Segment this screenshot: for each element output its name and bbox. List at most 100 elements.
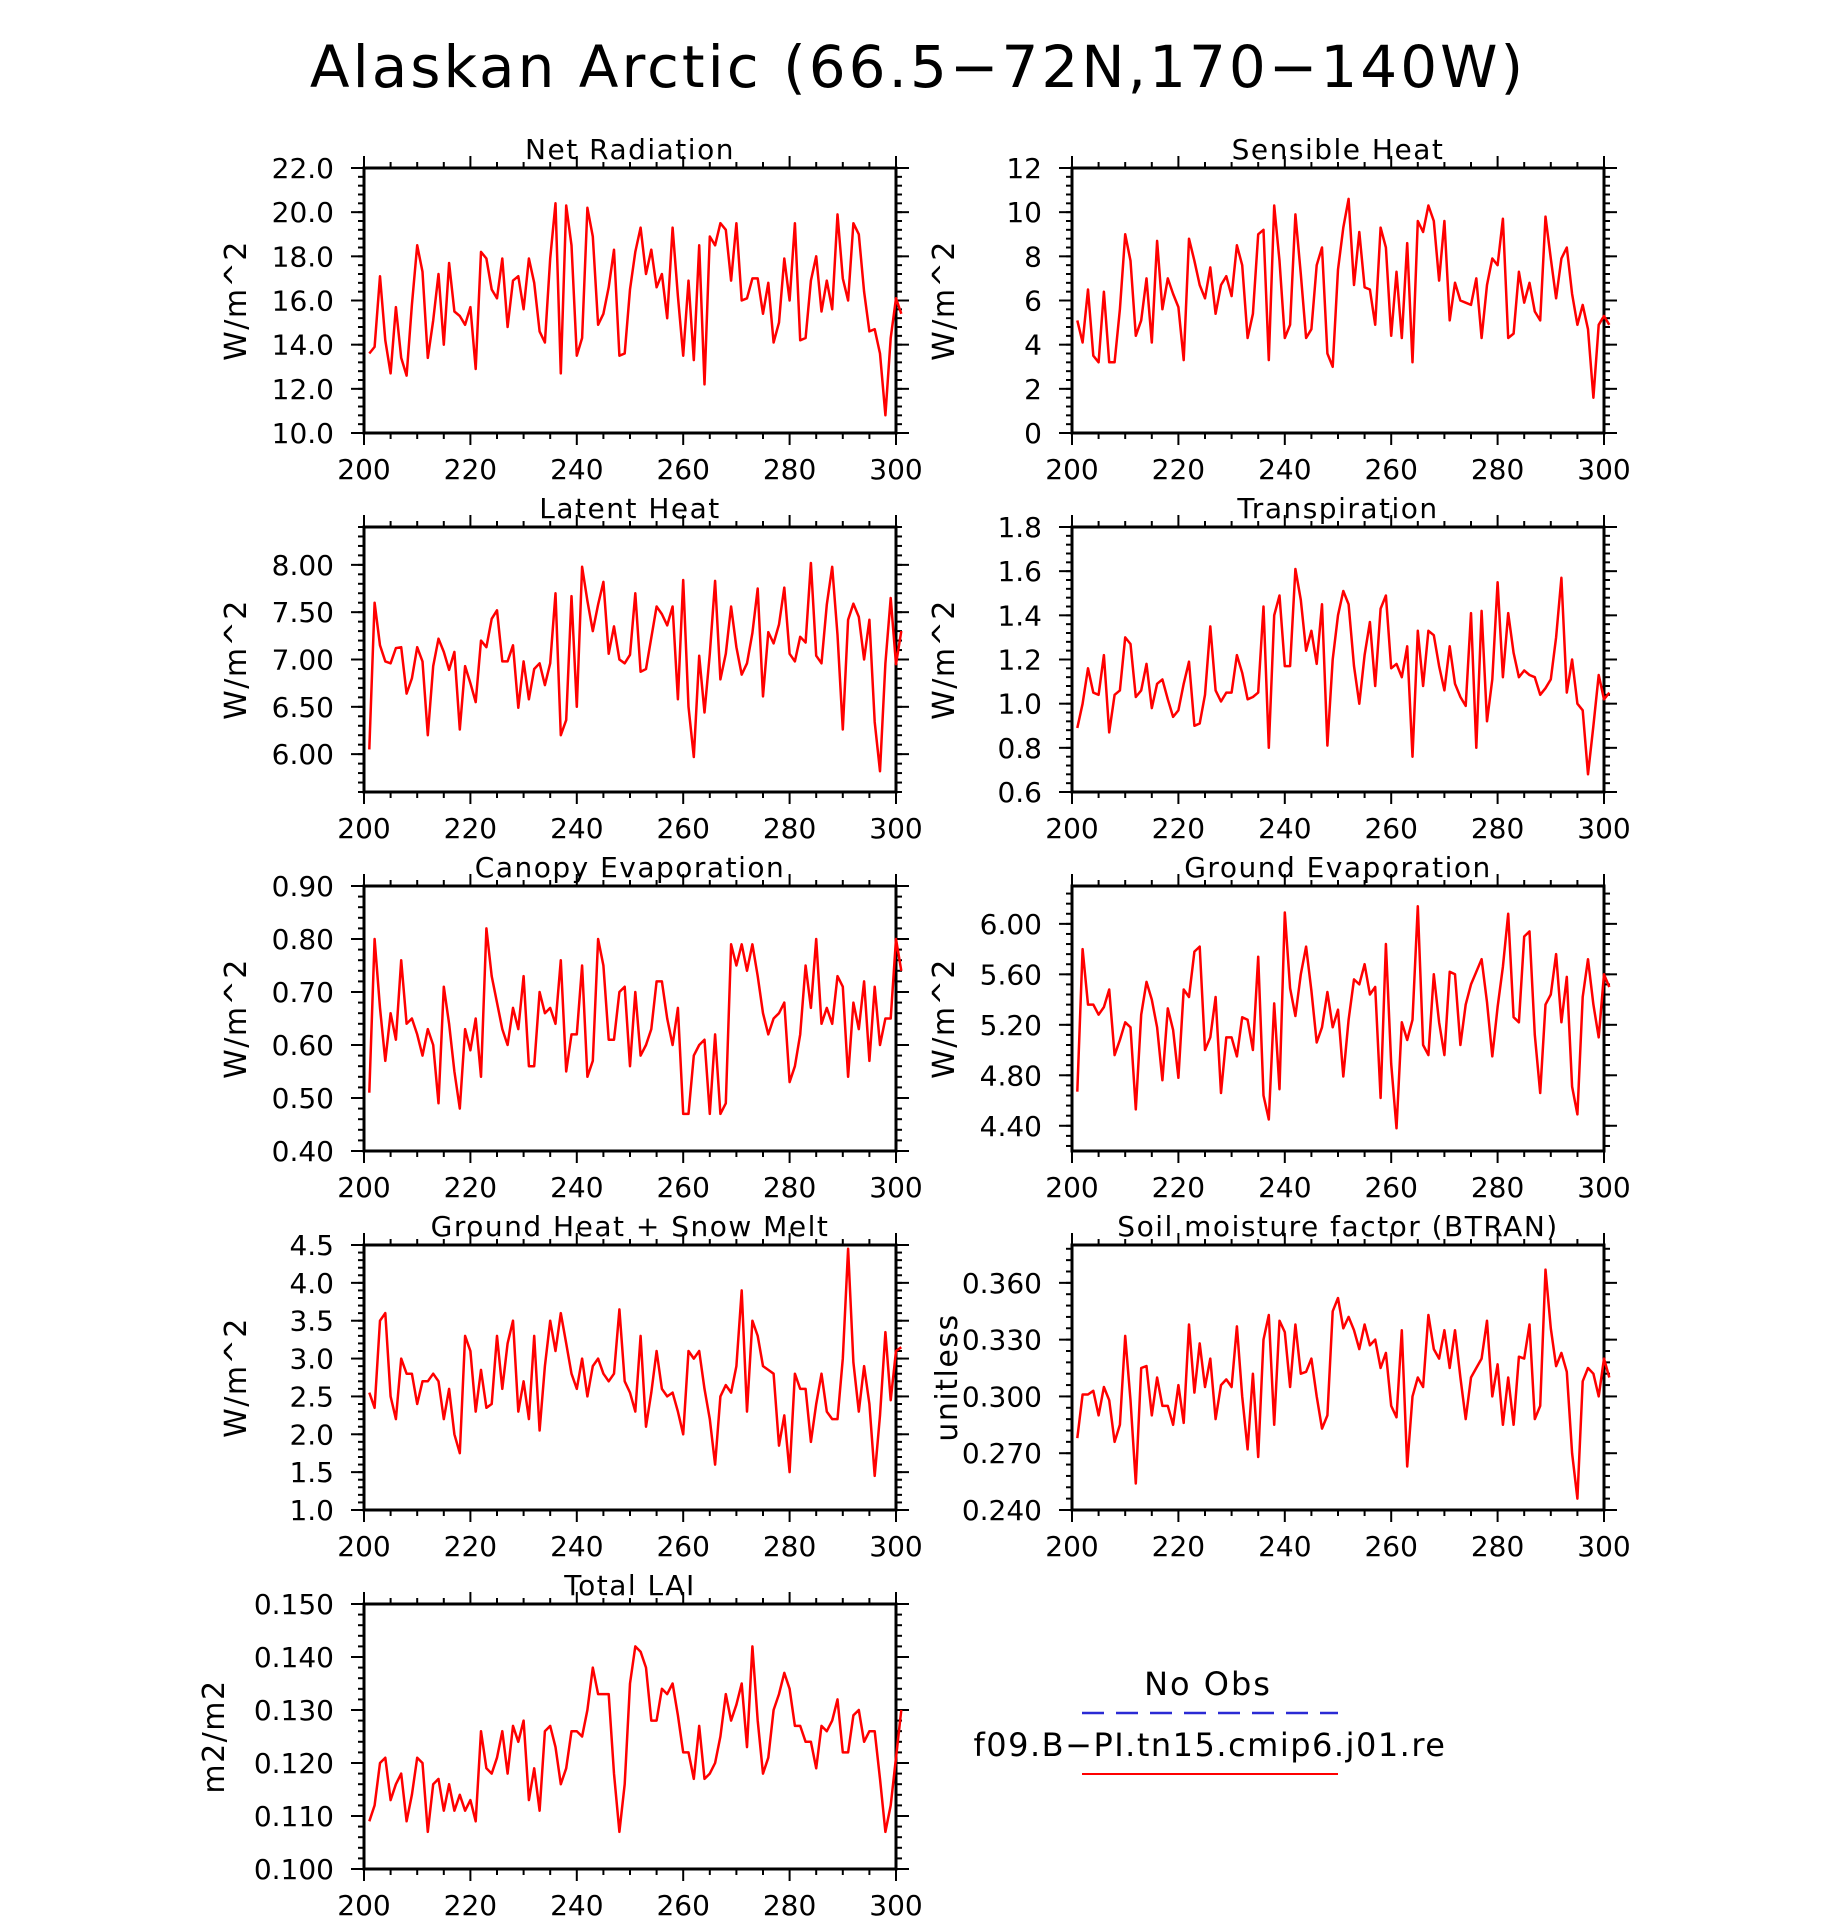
y-tick-label: 0.270 [962, 1437, 1042, 1470]
y-tick-label: 0.70 [272, 976, 334, 1009]
x-tick-label: 280 [1471, 453, 1524, 486]
panel-title: Canopy Evaporation [475, 851, 785, 884]
x-tick-label: 280 [763, 1530, 816, 1563]
y-tick-label: 3.0 [289, 1343, 334, 1376]
y-tick-label: 7.50 [272, 596, 334, 629]
series-line [1076, 1268, 1611, 1500]
x-tick-label: 260 [1364, 812, 1417, 845]
x-tick-label: 260 [1364, 1171, 1417, 1204]
y-axis-label: W/m^2 [219, 599, 254, 720]
y-tick-label: 4.0 [289, 1267, 334, 1300]
series-line [1076, 567, 1611, 776]
plot-frame [362, 1602, 898, 1871]
x-tick-label: 220 [444, 1171, 497, 1204]
x-tick-label: 240 [550, 1171, 603, 1204]
x-tick-label: 220 [444, 453, 497, 486]
x-tick-label: 280 [763, 453, 816, 486]
y-tick-label: 5.20 [980, 1009, 1042, 1042]
y-tick-label: 4.40 [980, 1110, 1042, 1143]
panel-title: Latent Heat [539, 492, 721, 525]
y-axis-label: W/m^2 [927, 240, 962, 361]
x-tick-label: 280 [1471, 1171, 1524, 1204]
y-tick-label: 0.150 [254, 1588, 334, 1621]
plot-frame [1070, 1243, 1606, 1512]
x-tick-label: 280 [763, 1171, 816, 1204]
y-tick-label: 7.00 [272, 644, 334, 677]
panel-0: 200 220 240 260 280 300 10.0 12.0 14.0 16.0 18.0 20… [219, 133, 923, 486]
x-tick-label: 220 [444, 1889, 497, 1922]
y-axis-label: unitless [930, 1313, 965, 1441]
series-line [368, 202, 903, 417]
x-tick-label: 260 [1364, 453, 1417, 486]
y-tick-label: 1.0 [289, 1494, 334, 1527]
panel-title: Net Radiation [525, 133, 735, 166]
y-tick-label: 6.50 [272, 691, 334, 724]
panel-4: 200 220 240 260 280 300 0.40 0.50 0.60 0.70 0.80 0.… [219, 851, 923, 1204]
x-tick-label: 300 [1577, 1530, 1630, 1563]
legend: No Obs f09.B−PI.tn15.cmip6.j01.re [974, 1665, 1445, 1775]
y-tick-label: 6.00 [980, 908, 1042, 941]
x-tick-label: 260 [656, 1171, 709, 1204]
panel-title: Soil moisture factor (BTRAN) [1117, 1210, 1558, 1243]
panel-2: 200 220 240 260 280 300 6.00 6.50 7.00 7.50 8.00 La… [219, 492, 923, 845]
y-tick-label: 2.5 [289, 1380, 334, 1413]
y-tick-label: 3.5 [289, 1305, 334, 1338]
x-tick-label: 280 [763, 812, 816, 845]
y-tick-label: 8.00 [272, 549, 334, 582]
y-tick-label: 1.5 [289, 1456, 334, 1489]
plot-frame [362, 884, 898, 1153]
series-line [368, 1247, 903, 1478]
y-tick-label: 0.130 [254, 1694, 334, 1727]
y-tick-label: 0.6 [997, 776, 1042, 809]
panel-1: 200 220 240 260 280 300 0 2 4 6 8 10 12 Sensible Heat… [927, 133, 1631, 486]
x-tick-label: 260 [656, 1889, 709, 1922]
x-tick-label: 260 [656, 1530, 709, 1563]
y-tick-label: 0.60 [272, 1029, 334, 1062]
x-tick-label: 220 [1152, 1530, 1205, 1563]
y-tick-label: 4.5 [289, 1229, 334, 1262]
x-tick-label: 220 [1152, 812, 1205, 845]
x-tick-label: 200 [337, 812, 390, 845]
y-tick-label: 12.0 [272, 373, 334, 406]
y-tick-label: 0.110 [254, 1800, 334, 1833]
panel-title: Ground Heat + Snow Melt [431, 1210, 830, 1243]
y-tick-label: 6 [1024, 285, 1042, 318]
y-tick-label: 2 [1024, 373, 1042, 406]
x-tick-label: 280 [763, 1889, 816, 1922]
x-tick-label: 300 [869, 812, 922, 845]
plot-frame [362, 1243, 898, 1512]
x-tick-label: 220 [444, 1530, 497, 1563]
x-tick-label: 280 [1471, 1530, 1524, 1563]
y-tick-label: 10.0 [272, 417, 334, 450]
y-tick-label: 0.360 [962, 1267, 1042, 1300]
series-line [368, 1645, 903, 1834]
y-tick-label: 5.60 [980, 958, 1042, 991]
x-tick-label: 200 [1045, 1530, 1098, 1563]
x-tick-label: 240 [550, 812, 603, 845]
y-tick-label: 0.330 [962, 1324, 1042, 1357]
x-tick-label: 200 [337, 1889, 390, 1922]
x-tick-label: 300 [1577, 453, 1630, 486]
y-tick-label: 1.2 [997, 644, 1042, 677]
x-tick-label: 240 [550, 1530, 603, 1563]
x-tick-label: 200 [337, 1530, 390, 1563]
x-tick-label: 240 [550, 1889, 603, 1922]
y-tick-label: 1.4 [997, 599, 1042, 632]
y-tick-label: 1.6 [997, 555, 1042, 588]
x-tick-label: 200 [1045, 1171, 1098, 1204]
y-tick-label: 14.0 [272, 329, 334, 362]
x-tick-label: 280 [1471, 812, 1524, 845]
panel-title: Total LAI [563, 1569, 695, 1602]
x-tick-label: 300 [869, 1530, 922, 1563]
plot-frame [362, 525, 898, 794]
y-tick-label: 12 [1006, 152, 1042, 185]
plot-frame [1070, 525, 1606, 794]
x-tick-label: 300 [869, 1889, 922, 1922]
panel-title: Transpiration [1236, 492, 1438, 525]
y-tick-label: 8 [1024, 240, 1042, 273]
y-tick-label: 0.80 [272, 923, 334, 956]
y-tick-label: 2.0 [289, 1418, 334, 1451]
panel-3: 200 220 240 260 280 300 0.6 0.8 1.0 1.2 1.4 1.6 1.8 T… [927, 492, 1631, 845]
x-tick-label: 240 [550, 453, 603, 486]
